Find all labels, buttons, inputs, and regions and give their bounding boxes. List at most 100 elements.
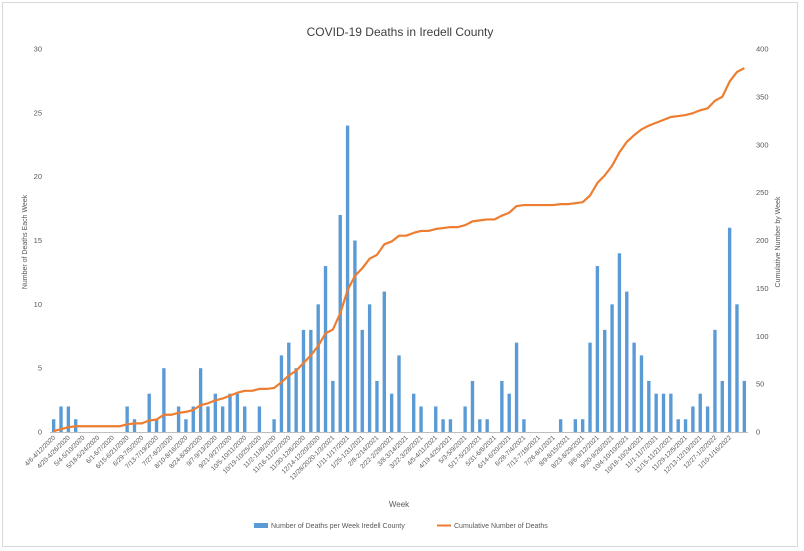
bar [316, 304, 320, 432]
bar [470, 380, 475, 432]
bar [309, 329, 313, 432]
bar [448, 419, 453, 432]
bar [272, 419, 276, 432]
bar [661, 393, 666, 432]
bar [676, 419, 680, 432]
y-tick-right: 50 [756, 380, 764, 389]
bar [522, 419, 526, 432]
bar [610, 304, 614, 432]
bar [647, 380, 651, 432]
bar [184, 419, 188, 432]
bar [625, 291, 629, 432]
bar [213, 393, 218, 432]
bar [698, 393, 702, 432]
bar [382, 291, 386, 432]
bar [507, 393, 511, 432]
bar [51, 419, 56, 432]
bar [478, 419, 482, 432]
y-tick-right: 250 [756, 188, 769, 197]
y-tick-right: 350 [756, 92, 769, 101]
y-axis-right-title: Cumulative Number by Week [775, 196, 782, 287]
bar [162, 368, 166, 432]
bar [198, 368, 203, 432]
y-tick-right: 400 [756, 45, 769, 54]
bar [191, 406, 195, 432]
y-tick-right: 200 [756, 236, 769, 245]
bar [220, 406, 225, 432]
bar [125, 406, 129, 432]
bar [287, 342, 291, 432]
bar [206, 406, 210, 432]
bar [243, 406, 247, 432]
bar [632, 342, 636, 432]
bar [66, 406, 71, 432]
bar [279, 355, 284, 432]
bar [345, 125, 350, 432]
bar [147, 393, 151, 432]
bar [257, 406, 262, 432]
bar [485, 419, 489, 432]
bar [59, 406, 63, 432]
y-tick-left: 20 [34, 172, 42, 181]
bar [720, 380, 724, 432]
y-tick-left: 5 [38, 364, 42, 373]
bar [228, 393, 232, 432]
y-axis-left-title: Number of Deaths Each Week [22, 194, 29, 289]
bar [588, 342, 592, 432]
bar [301, 329, 306, 432]
bar [691, 406, 695, 432]
y-tick-left: 15 [34, 236, 42, 245]
bar [727, 227, 732, 432]
bar [742, 380, 747, 432]
bar [375, 380, 379, 432]
legend-label-bars: Number of Deaths per Week Iredell County [271, 523, 405, 530]
bar [367, 304, 372, 432]
bar [654, 393, 658, 432]
bar [353, 240, 357, 432]
y-tick-right: 300 [756, 140, 769, 149]
bar [154, 419, 159, 432]
legend-swatch-bars [254, 523, 268, 528]
y-tick-right: 100 [756, 332, 769, 341]
bar [573, 419, 578, 432]
bar [639, 355, 644, 432]
cumulative-line [53, 67, 745, 433]
bar [669, 393, 673, 432]
y-tick-left: 10 [34, 300, 42, 309]
bar [580, 419, 585, 432]
y-tick-right: 0 [756, 428, 760, 437]
bar [683, 419, 688, 432]
bar [360, 329, 364, 432]
bar [132, 419, 137, 432]
bar [463, 406, 467, 432]
bar [331, 380, 335, 432]
legend: Number of Deaths per Week Iredell County… [254, 523, 548, 530]
chart-frame [2, 2, 798, 547]
y-tick-left: 25 [34, 108, 42, 117]
bar [176, 406, 181, 432]
bar [705, 406, 710, 432]
bar [558, 419, 563, 432]
bar [412, 393, 416, 432]
chart-title: COVID-19 Deaths in Iredell County [307, 25, 494, 39]
bar [323, 266, 328, 432]
x-axis-title: Week [389, 500, 410, 509]
bar [294, 368, 298, 432]
bar [434, 406, 438, 432]
bar [419, 406, 423, 432]
y-tick-left: 30 [34, 45, 42, 54]
bar [389, 393, 394, 432]
bar [397, 355, 401, 432]
y-tick-left: 0 [38, 428, 42, 437]
bar [514, 342, 519, 432]
bar [603, 329, 607, 432]
legend-label-line: Cumulative Number of Deaths [454, 523, 548, 530]
bar [713, 329, 717, 432]
bar [617, 253, 622, 432]
bar [595, 266, 600, 432]
bar [441, 419, 445, 432]
y-tick-right: 150 [756, 284, 769, 293]
bar [338, 214, 342, 432]
bar [500, 380, 504, 432]
